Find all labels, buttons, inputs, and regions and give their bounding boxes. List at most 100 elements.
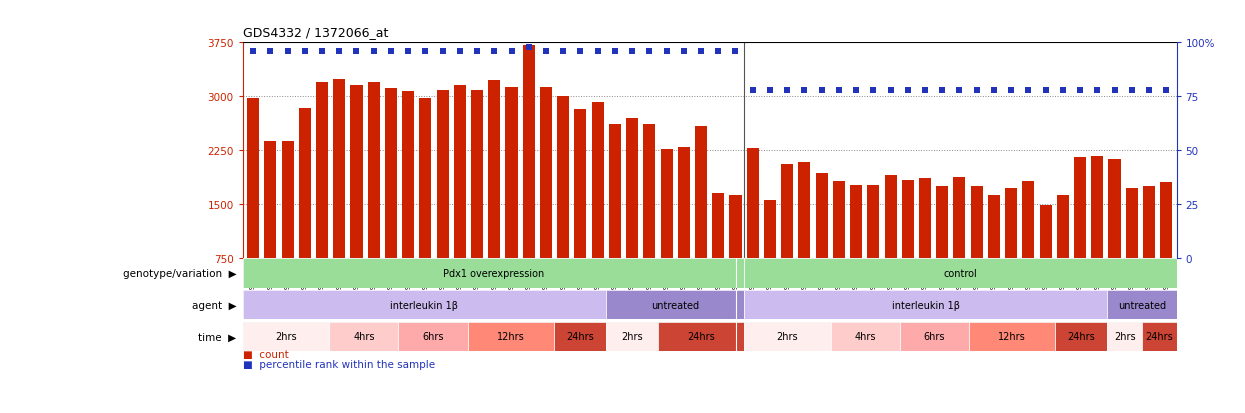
- Point: [915, 87, 935, 94]
- Point: [622, 49, 642, 55]
- Bar: [1107, 322, 1142, 351]
- Bar: [523, 45, 535, 258]
- Point: [381, 49, 401, 55]
- Point: [829, 87, 849, 94]
- Bar: [606, 322, 657, 351]
- Point: [278, 49, 298, 55]
- Text: 2hrs: 2hrs: [777, 332, 798, 342]
- Text: genotype/variation  ▶: genotype/variation ▶: [123, 268, 237, 278]
- Bar: [488, 81, 500, 258]
- Bar: [936, 187, 949, 258]
- Point: [519, 44, 539, 51]
- Bar: [677, 148, 690, 258]
- Bar: [868, 186, 879, 258]
- Bar: [398, 322, 468, 351]
- Text: 6hrs: 6hrs: [924, 332, 945, 342]
- Point: [329, 49, 349, 55]
- Point: [1018, 87, 1038, 94]
- Bar: [712, 194, 725, 258]
- Point: [346, 49, 366, 55]
- Bar: [850, 186, 862, 258]
- Bar: [591, 103, 604, 258]
- Point: [502, 49, 522, 55]
- Bar: [316, 83, 327, 258]
- Point: [674, 49, 693, 55]
- Bar: [1142, 322, 1177, 351]
- Point: [933, 87, 952, 94]
- Bar: [471, 90, 483, 258]
- Point: [708, 49, 728, 55]
- Text: interleukin 1β: interleukin 1β: [891, 300, 960, 310]
- Bar: [505, 88, 518, 258]
- Bar: [468, 322, 554, 351]
- Bar: [695, 127, 707, 258]
- Point: [1122, 87, 1142, 94]
- Point: [1104, 87, 1124, 94]
- Bar: [385, 88, 397, 258]
- Point: [966, 87, 986, 94]
- Bar: [554, 322, 606, 351]
- Point: [1036, 87, 1056, 94]
- Point: [1157, 87, 1177, 94]
- Bar: [1056, 322, 1107, 351]
- Bar: [661, 150, 672, 258]
- Bar: [747, 149, 758, 258]
- Text: Pdx1 overexpression: Pdx1 overexpression: [443, 268, 544, 278]
- Bar: [299, 109, 311, 258]
- Bar: [367, 83, 380, 258]
- Bar: [420, 99, 432, 258]
- Bar: [987, 196, 1000, 258]
- Bar: [884, 175, 896, 258]
- Point: [1071, 87, 1091, 94]
- Text: ■  percentile rank within the sample: ■ percentile rank within the sample: [243, 359, 435, 369]
- Point: [1053, 87, 1073, 94]
- Point: [260, 49, 280, 55]
- Point: [950, 87, 970, 94]
- Point: [1139, 87, 1159, 94]
- Bar: [1040, 205, 1052, 258]
- Point: [553, 49, 573, 55]
- Point: [295, 49, 315, 55]
- Bar: [606, 290, 745, 320]
- Point: [691, 49, 711, 55]
- Bar: [764, 200, 776, 258]
- Point: [449, 49, 469, 55]
- Text: 24hrs: 24hrs: [1145, 332, 1173, 342]
- Bar: [329, 322, 398, 351]
- Bar: [350, 85, 362, 258]
- Point: [863, 87, 883, 94]
- Point: [484, 49, 504, 55]
- Text: 24hrs: 24hrs: [566, 332, 594, 342]
- Text: 24hrs: 24hrs: [687, 332, 715, 342]
- Text: untreated: untreated: [651, 300, 700, 310]
- Bar: [243, 322, 329, 351]
- Bar: [540, 88, 552, 258]
- Bar: [644, 124, 655, 258]
- Point: [537, 49, 557, 55]
- Point: [880, 87, 900, 94]
- Bar: [971, 187, 982, 258]
- Bar: [830, 322, 900, 351]
- Bar: [402, 91, 415, 258]
- Bar: [954, 177, 965, 258]
- Bar: [745, 258, 1177, 288]
- Text: untreated: untreated: [1118, 300, 1167, 310]
- Bar: [798, 163, 810, 258]
- Point: [656, 49, 676, 55]
- Bar: [657, 322, 745, 351]
- Bar: [334, 80, 345, 258]
- Bar: [574, 110, 586, 258]
- Text: agent  ▶: agent ▶: [192, 300, 237, 310]
- Point: [1087, 87, 1107, 94]
- Text: 12hrs: 12hrs: [998, 332, 1026, 342]
- Text: 6hrs: 6hrs: [422, 332, 443, 342]
- Bar: [730, 196, 742, 258]
- Text: interleukin 1β: interleukin 1β: [391, 300, 458, 310]
- Bar: [815, 173, 828, 258]
- Bar: [1057, 196, 1069, 258]
- Text: 2hrs: 2hrs: [1114, 332, 1135, 342]
- Bar: [281, 141, 294, 258]
- Point: [777, 87, 797, 94]
- Bar: [1092, 157, 1103, 258]
- Point: [243, 49, 263, 55]
